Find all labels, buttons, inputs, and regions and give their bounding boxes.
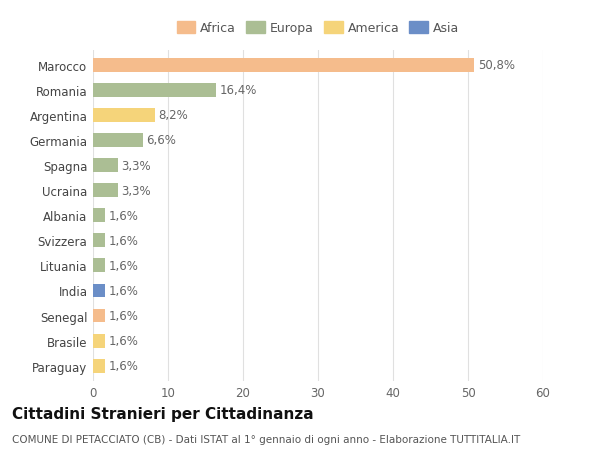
Text: Cittadini Stranieri per Cittadinanza: Cittadini Stranieri per Cittadinanza [12,406,314,421]
Text: 16,4%: 16,4% [220,84,257,97]
Bar [93,284,105,298]
Text: 6,6%: 6,6% [146,134,176,147]
Bar [93,259,105,273]
Text: 8,2%: 8,2% [158,109,188,122]
Text: 50,8%: 50,8% [478,59,515,72]
Bar [93,109,155,123]
Text: 3,3%: 3,3% [121,184,151,197]
Bar [93,84,216,97]
Text: 1,6%: 1,6% [109,259,139,272]
Bar [93,359,105,373]
Bar [93,59,474,73]
Bar [93,309,105,323]
Bar [93,134,143,147]
Bar [93,184,118,197]
Text: 1,6%: 1,6% [109,359,139,372]
Text: 3,3%: 3,3% [121,159,151,172]
Bar [93,234,105,248]
Bar [93,334,105,348]
Text: 1,6%: 1,6% [109,335,139,347]
Text: COMUNE DI PETACCIATO (CB) - Dati ISTAT al 1° gennaio di ogni anno - Elaborazione: COMUNE DI PETACCIATO (CB) - Dati ISTAT a… [12,434,520,444]
Text: 1,6%: 1,6% [109,209,139,222]
Text: 1,6%: 1,6% [109,285,139,297]
Text: 1,6%: 1,6% [109,309,139,322]
Legend: Africa, Europa, America, Asia: Africa, Europa, America, Asia [174,20,462,38]
Bar [93,159,118,173]
Bar [93,209,105,223]
Text: 1,6%: 1,6% [109,234,139,247]
